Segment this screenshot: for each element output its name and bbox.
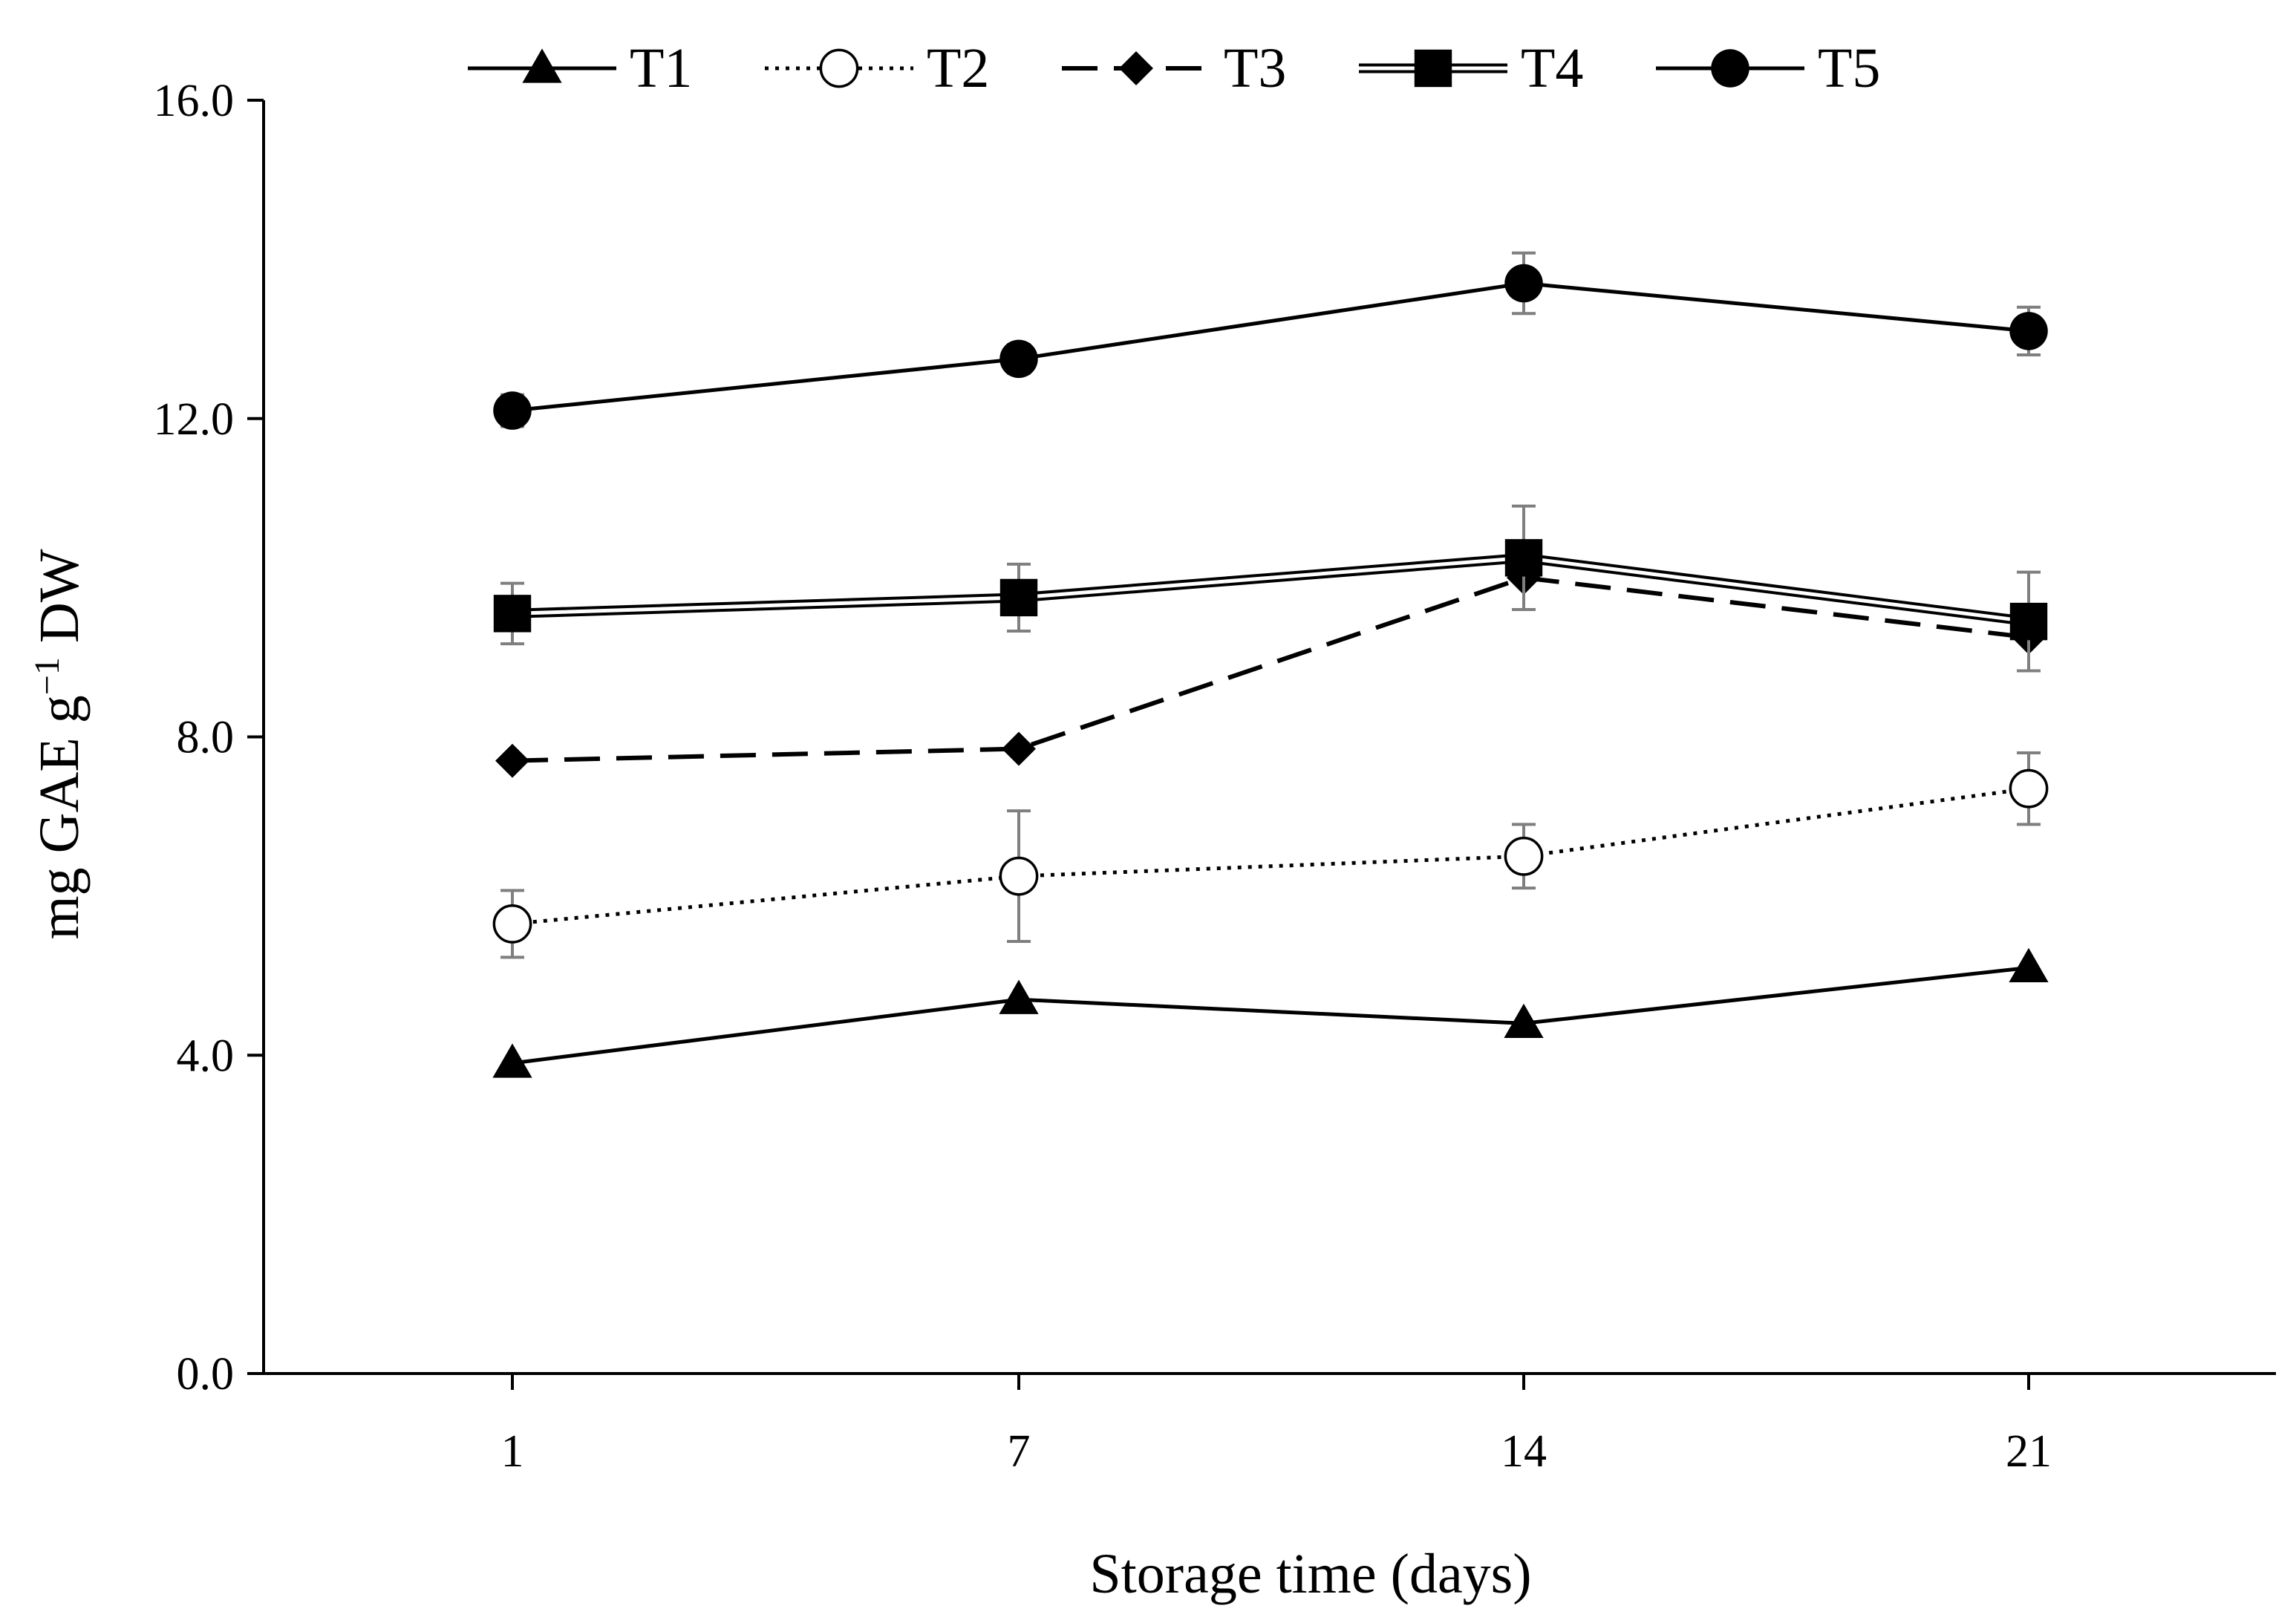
- square-marker: [1414, 49, 1452, 88]
- legend-label: T5: [1818, 37, 1880, 99]
- legend: T1 T2 T3 T4 T5: [468, 37, 1880, 99]
- open-circle-marker: [2009, 768, 2049, 809]
- square-marker: [999, 578, 1038, 617]
- triangle-marker: [1504, 1003, 1544, 1038]
- triangle-marker: [2009, 947, 2049, 982]
- legend-label: T2: [927, 37, 989, 99]
- filled-circle-marker: [1711, 49, 1749, 88]
- diamond-marker: [1002, 731, 1036, 766]
- series-t4: [493, 504, 2048, 673]
- series-layer: [492, 251, 2049, 1078]
- legend-item-t2: T2: [765, 37, 989, 99]
- y-axis-title-main: mg GAE g: [28, 695, 91, 939]
- legend-item-t5: T5: [1656, 37, 1880, 99]
- y-tick-label: 8.0: [177, 713, 235, 763]
- open-circle-marker: [819, 48, 859, 88]
- series-line-t2: [512, 786, 2029, 926]
- y-tick-label: 0.0: [177, 1349, 235, 1400]
- series-line-t4-inner: [512, 555, 2029, 624]
- square-marker: [493, 595, 532, 633]
- x-tick-label: 21: [2006, 1426, 2052, 1477]
- square-marker: [1504, 539, 1543, 577]
- y-ticks: 0.0 4.0 8.0 12.0 16.0: [154, 76, 264, 1400]
- legend-label: T3: [1224, 37, 1286, 99]
- legend-item-t4: T4: [1359, 37, 1583, 99]
- legend-label: T4: [1521, 37, 1583, 99]
- series-t2: [492, 751, 2049, 959]
- y-tick-label: 16.0: [154, 76, 235, 126]
- y-tick-label: 4.0: [177, 1031, 235, 1081]
- triangle-marker: [999, 979, 1039, 1014]
- y-tick-label: 12.0: [154, 394, 235, 445]
- series-line-t1: [512, 965, 2029, 1065]
- x-axis-title: Storage time (days): [1089, 1543, 1531, 1605]
- open-circle-marker: [999, 856, 1039, 896]
- filled-circle-marker: [1504, 264, 1543, 303]
- square-marker: [2009, 602, 2048, 641]
- filled-circle-marker: [493, 391, 532, 430]
- diamond-marker: [495, 743, 529, 778]
- x-tick-label: 7: [1008, 1426, 1031, 1477]
- y-axis-title: mg GAE g−1 DW: [27, 549, 91, 939]
- y-axis-title-superscript: −1: [27, 657, 67, 695]
- series-t5: [493, 251, 2048, 430]
- x-tick-label: 1: [501, 1426, 524, 1477]
- legend-item-t1: T1: [468, 37, 692, 99]
- y-axis-title-suffix: DW: [28, 549, 91, 657]
- triangle-marker: [522, 48, 562, 83]
- series-t1: [492, 947, 2049, 1078]
- filled-circle-marker: [2009, 312, 2048, 350]
- series-line-t5: [512, 281, 2029, 413]
- legend-label: T1: [630, 37, 692, 99]
- filled-circle-marker: [999, 339, 1038, 379]
- x-ticks: 1 7 14 21: [501, 1374, 2052, 1477]
- open-circle-marker: [1504, 836, 1544, 876]
- diamond-marker: [1119, 51, 1153, 85]
- axes: [262, 100, 2276, 1375]
- open-circle-marker: [492, 904, 532, 944]
- legend-item-t3: T3: [1062, 37, 1286, 99]
- x-tick-label: 14: [1501, 1426, 1547, 1477]
- triangle-marker: [492, 1043, 532, 1078]
